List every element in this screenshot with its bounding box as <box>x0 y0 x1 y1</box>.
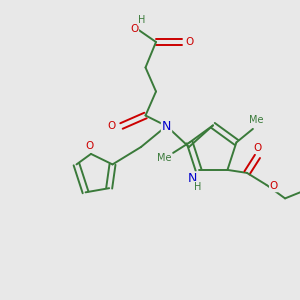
Text: H: H <box>138 15 146 25</box>
Text: Me: Me <box>157 153 171 163</box>
Text: O: O <box>85 140 94 151</box>
Text: O: O <box>270 182 278 191</box>
Text: O: O <box>186 37 194 47</box>
Text: Me: Me <box>249 116 263 125</box>
Text: N: N <box>187 172 196 185</box>
Text: O: O <box>253 143 262 153</box>
Text: O: O <box>108 121 116 131</box>
Text: N: N <box>162 119 171 133</box>
Text: H: H <box>194 182 202 192</box>
Text: O: O <box>130 23 138 34</box>
